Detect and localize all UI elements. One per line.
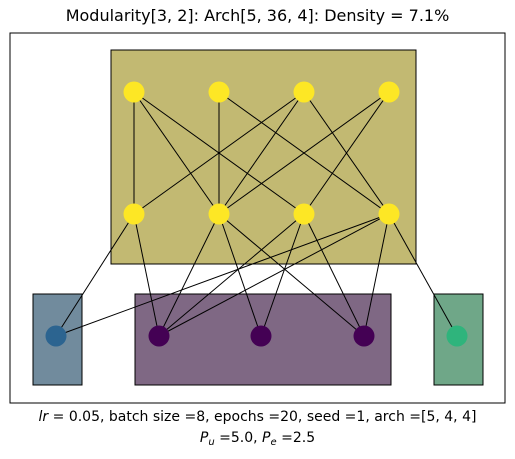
node-h1 bbox=[124, 204, 145, 225]
node-o4 bbox=[354, 326, 375, 347]
node-n3 bbox=[294, 82, 315, 103]
node-o2 bbox=[149, 326, 170, 347]
node-h3 bbox=[294, 204, 315, 225]
node-o1 bbox=[46, 326, 67, 347]
pe-symbol: P bbox=[262, 430, 270, 446]
hyperparameters-caption: lr = 0.05, batch size =8, epochs =20, se… bbox=[0, 409, 515, 425]
node-h4 bbox=[379, 204, 400, 225]
lr-symbol: lr bbox=[39, 409, 49, 425]
node-o5 bbox=[447, 326, 468, 347]
penalty-caption: Pu =5.0, Pe =2.5 bbox=[0, 430, 515, 446]
node-n1 bbox=[124, 82, 145, 103]
pe-text: =2.5 bbox=[277, 430, 315, 446]
hyperparameters-text: = 0.05, batch size =8, epochs =20, seed … bbox=[53, 409, 477, 425]
node-n2 bbox=[209, 82, 230, 103]
node-n4 bbox=[379, 82, 400, 103]
pu-text: =5.0, bbox=[215, 430, 262, 446]
upper-module-box bbox=[111, 50, 416, 264]
node-h2 bbox=[209, 204, 230, 225]
node-o3 bbox=[251, 326, 272, 347]
